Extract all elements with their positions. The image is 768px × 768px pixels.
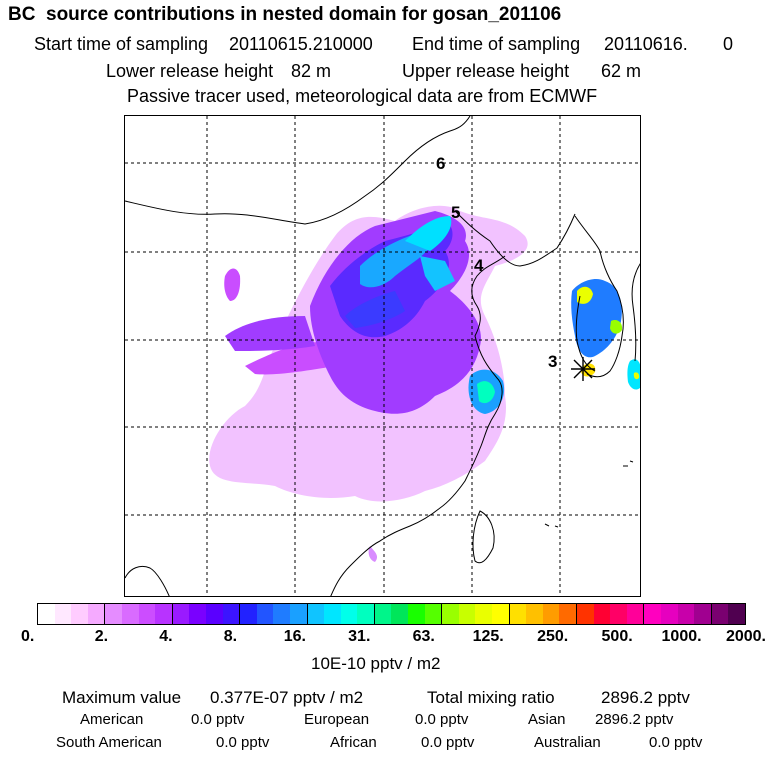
lower-height-label: Lower release height [106,61,274,81]
end-time-suffix: 0 [723,34,734,54]
release-label-3: 3 [548,352,558,371]
colorbar-swatch [475,604,493,624]
graticule [125,116,640,596]
colorbar-tick-label: 31. [348,628,371,645]
colorbar-swatch [374,604,392,624]
colorbar-swatch [273,604,290,624]
upper-height-label: Upper release height [402,61,570,81]
colorbar-swatch [526,604,543,624]
colorbar-tick-label: 2000. [725,628,766,645]
start-time-label: Start time of sampling [34,34,209,54]
colorbar-swatch [577,604,594,624]
release-label-6: 6 [436,154,446,173]
release-label-5: 5 [451,203,461,222]
region-value-asian: 2896.2 pptv [595,711,674,728]
region-value-australian: 0.0 pptv [649,734,703,751]
region-name-south-american: South American [56,734,162,751]
colorbar-swatch [71,604,88,624]
colorbar-swatch [105,604,122,624]
map-panel: 6 5 4 3 [124,115,641,597]
end-time-label: End time of sampling [412,34,581,54]
colorbar-swatch [542,604,560,624]
total-mixing-label: Total mixing ratio [427,688,555,707]
region-name-asian: Asian [528,711,566,728]
total-mixing-value: 2896.2 pptv [601,688,690,707]
region-value-european: 0.0 pptv [415,711,469,728]
end-time-value: 20110616. [604,34,688,54]
colorbar-swatch [307,604,325,624]
tracer-note: Passive tracer used, meteorological data… [127,86,598,106]
colorbar-swatch [711,604,729,624]
colorbar-tick-label: 500. [601,628,633,645]
region-value-american: 0.0 pptv [191,711,245,728]
colorbar-swatch [138,604,156,624]
colorbar-tick-label: 16. [283,628,306,645]
region-value-african: 0.0 pptv [421,734,475,751]
colorbar-swatch [54,604,72,624]
colorbar-swatch [509,604,527,624]
colorbar-swatch [593,604,611,624]
colorbar-swatch [442,604,459,624]
receptor-asterisk-icon [571,357,595,381]
colorbar-swatch [189,604,206,624]
coastlines [125,116,640,596]
colorbar-swatch [357,604,375,624]
region-name-african: African [330,734,377,751]
colorbar-swatch [559,604,577,624]
max-value-label: Maximum value [62,688,182,707]
upper-height-value: 62 m [601,61,642,81]
colorbar-swatch [424,604,443,624]
region-value-south-american: 0.0 pptv [216,734,270,751]
start-time-value: 20110615.210000 [229,34,373,54]
colorbar-swatch [626,604,645,624]
colorbar-swatch [660,604,678,624]
colorbar-unit: 10E-10 pptv / m2 [311,654,441,673]
colorbar-swatch [205,604,223,624]
colorbar-swatch [340,604,358,624]
colorbar-tick-label: 4. [159,628,173,645]
colorbar-swatch [87,604,106,624]
colorbar-swatch [240,604,257,624]
colorbar-swatch [324,604,341,624]
colorbar-tick-label: 63. [412,628,435,645]
release-label-4: 4 [474,256,484,275]
max-value: 0.377E-07 pptv / m2 [210,688,364,707]
colorbar-swatch [121,604,139,624]
region-name-american: American [80,711,144,728]
colorbar-swatch [677,604,695,624]
colorbar-tick-label: 250. [537,628,569,645]
colorbar-swatch [289,604,308,624]
region-name-australian: Australian [534,734,601,751]
colorbar-swatch [644,604,661,624]
colorbar-swatch [256,604,274,624]
colorbar [37,603,746,625]
colorbar-tick-label: 125. [472,628,504,645]
colorbar-swatch [391,604,409,624]
colorbar-swatch [458,604,476,624]
colorbar-swatch [492,604,510,624]
colorbar-tick-label: 0. [21,628,35,645]
lower-height-value: 82 m [291,61,332,81]
colorbar-tick-label: 1000. [661,628,702,645]
colorbar-swatch [172,604,190,624]
colorbar-tick-label: 8. [223,628,238,645]
colorbar-swatch [155,604,173,624]
concentration-field [209,205,640,562]
colorbar-tick-label: 2. [94,628,109,645]
colorbar-swatch [610,604,627,624]
map-canvas [125,116,640,596]
colorbar-swatch [222,604,241,624]
colorbar-swatch [408,604,425,624]
colorbar-swatch [694,604,712,624]
colorbar-swatch [38,604,55,624]
region-name-european: European [304,711,370,728]
plot-title: BC source contributions in nested domain… [8,4,562,25]
colorbar-swatch [728,604,745,624]
